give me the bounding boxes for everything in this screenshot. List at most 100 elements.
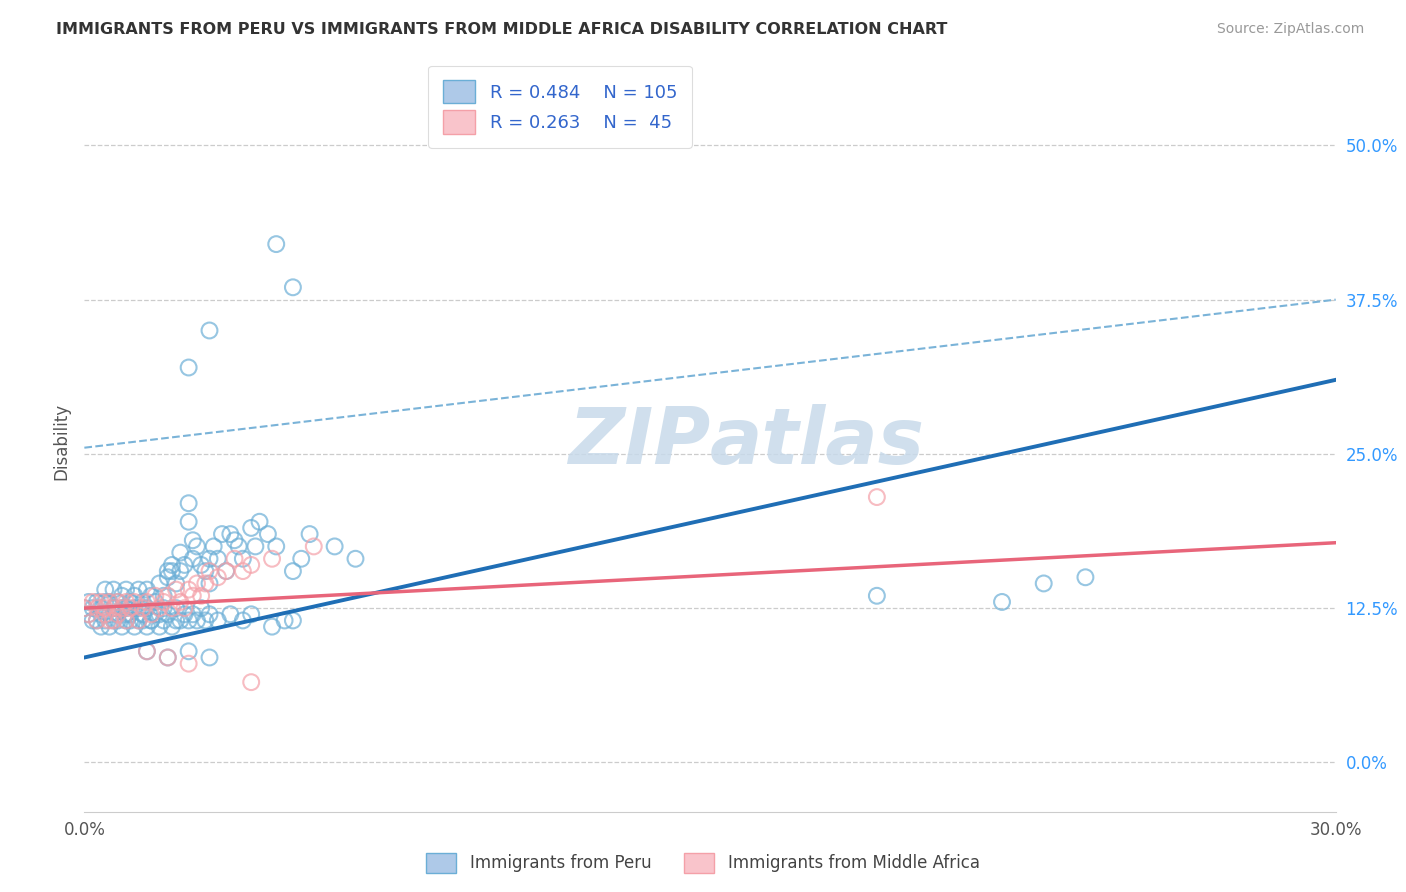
Point <box>115 614 138 628</box>
Point <box>115 595 138 609</box>
Point <box>240 521 263 535</box>
Point <box>128 582 150 597</box>
Point <box>177 644 200 658</box>
Point <box>98 619 121 633</box>
Point <box>73 601 96 615</box>
Point <box>262 551 284 566</box>
Point <box>156 589 179 603</box>
Point <box>148 601 170 615</box>
Point <box>115 601 138 615</box>
Point <box>281 614 304 628</box>
Text: ZIP: ZIP <box>568 403 710 480</box>
Point <box>273 614 295 628</box>
Point <box>190 601 212 615</box>
Point <box>136 601 159 615</box>
Point <box>148 607 170 622</box>
Point <box>281 564 304 578</box>
Point <box>245 540 267 554</box>
Point <box>165 576 187 591</box>
Point <box>177 515 200 529</box>
Point <box>156 650 179 665</box>
Point <box>86 614 108 628</box>
Point <box>124 601 146 615</box>
Point <box>148 576 170 591</box>
Point <box>160 601 183 615</box>
Point <box>198 607 221 622</box>
Point <box>103 601 125 615</box>
Point <box>132 601 155 615</box>
Point <box>177 657 200 671</box>
Point <box>124 595 146 609</box>
Point <box>103 614 125 628</box>
Point <box>86 614 108 628</box>
Point <box>165 614 187 628</box>
Point <box>194 614 217 628</box>
Point <box>111 601 134 615</box>
Point <box>86 601 108 615</box>
Point <box>232 564 254 578</box>
Point <box>98 607 121 622</box>
Point <box>98 595 121 609</box>
Point <box>228 540 250 554</box>
Point <box>120 614 142 628</box>
Point <box>866 490 889 504</box>
Legend: R = 0.484    N = 105, R = 0.263    N =  45: R = 0.484 N = 105, R = 0.263 N = 45 <box>429 66 692 148</box>
Point <box>181 533 204 548</box>
Point <box>152 595 174 609</box>
Point <box>240 558 263 572</box>
Point <box>264 540 287 554</box>
Point <box>136 644 159 658</box>
Point <box>181 551 204 566</box>
Point <box>177 582 200 597</box>
Point <box>169 546 191 560</box>
Point <box>139 607 162 622</box>
Point <box>82 614 104 628</box>
Point <box>198 324 221 338</box>
Point <box>156 570 179 584</box>
Point <box>240 675 263 690</box>
Point <box>232 614 254 628</box>
Point <box>90 607 112 622</box>
Point <box>169 595 191 609</box>
Point <box>302 540 325 554</box>
Point <box>186 576 208 591</box>
Point <box>160 558 183 572</box>
Point <box>136 595 159 609</box>
Point <box>219 527 242 541</box>
Point <box>103 582 125 597</box>
Point <box>143 589 166 603</box>
Point <box>128 614 150 628</box>
Point <box>77 595 100 609</box>
Point <box>198 576 221 591</box>
Point <box>103 601 125 615</box>
Point <box>202 540 225 554</box>
Point <box>1074 570 1097 584</box>
Point <box>177 496 200 510</box>
Point <box>86 595 108 609</box>
Point <box>120 601 142 615</box>
Point <box>132 595 155 609</box>
Point <box>90 619 112 633</box>
Point <box>136 619 159 633</box>
Point <box>344 551 367 566</box>
Point <box>190 558 212 572</box>
Point <box>111 589 134 603</box>
Point <box>160 564 183 578</box>
Point <box>1032 576 1054 591</box>
Point <box>77 607 100 622</box>
Point <box>224 551 246 566</box>
Point <box>156 650 179 665</box>
Point <box>181 589 204 603</box>
Point <box>128 601 150 615</box>
Point <box>198 650 221 665</box>
Text: IMMIGRANTS FROM PERU VS IMMIGRANTS FROM MIDDLE AFRICA DISABILITY CORRELATION CHA: IMMIGRANTS FROM PERU VS IMMIGRANTS FROM … <box>56 22 948 37</box>
Point <box>173 601 195 615</box>
Point <box>124 589 146 603</box>
Point <box>290 551 312 566</box>
Point <box>128 614 150 628</box>
Point <box>240 607 263 622</box>
Point <box>173 607 195 622</box>
Text: Source: ZipAtlas.com: Source: ZipAtlas.com <box>1216 22 1364 37</box>
Point <box>115 582 138 597</box>
Point <box>132 614 155 628</box>
